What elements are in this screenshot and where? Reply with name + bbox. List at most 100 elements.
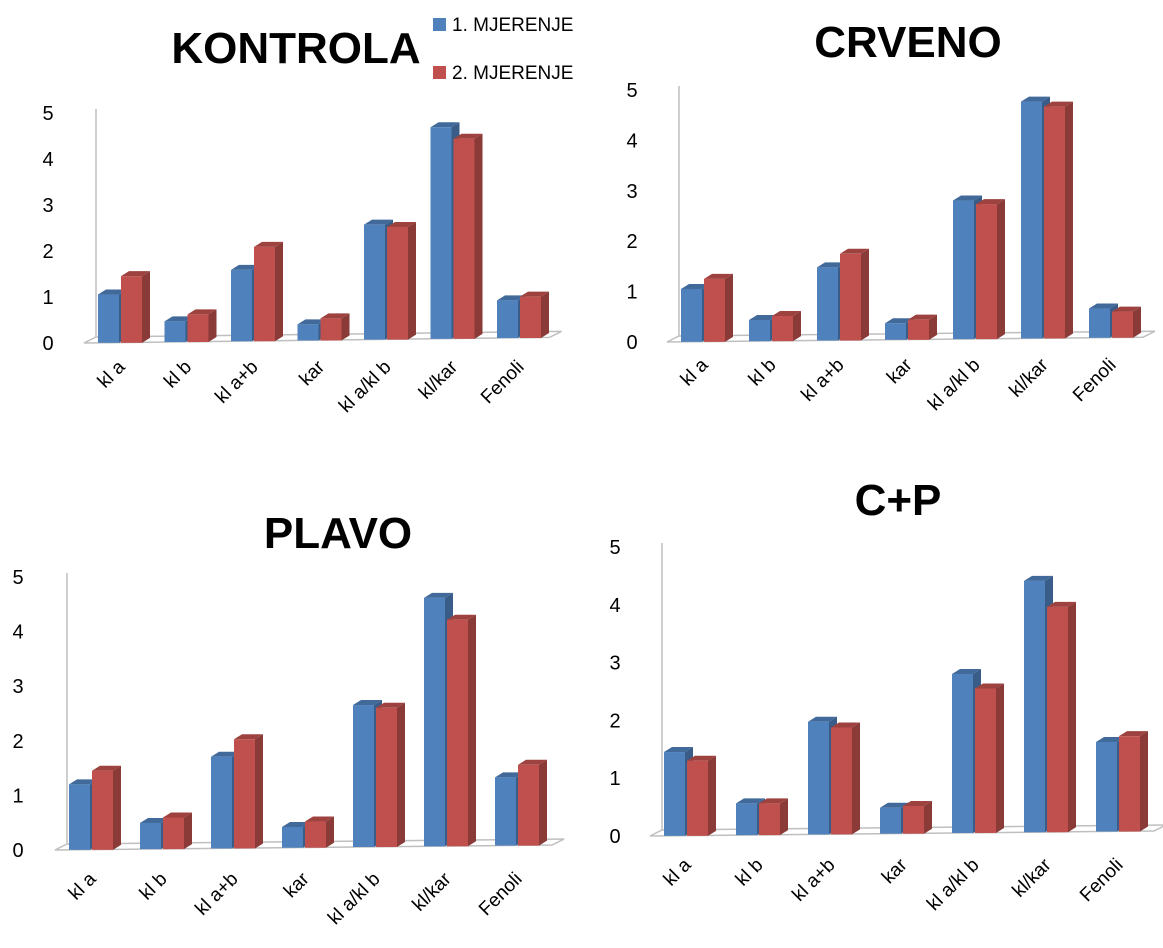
bar-front <box>840 253 861 341</box>
x-tick-label: kl b <box>732 855 768 891</box>
bar-side <box>113 765 121 850</box>
bar-top <box>749 315 778 321</box>
bar-front <box>664 752 685 836</box>
bar-front <box>953 200 974 340</box>
legend-label-series-2: 2. MJERENJE <box>452 63 573 84</box>
y-tick-label: 5 <box>42 103 53 125</box>
x-tick-label: kl b <box>136 869 172 905</box>
bar <box>453 133 483 339</box>
bar-side <box>275 241 283 342</box>
bar-front <box>234 739 255 849</box>
bar-top <box>1096 736 1125 742</box>
bar-front <box>424 597 445 847</box>
bar <box>1044 101 1073 339</box>
bar-side <box>708 755 716 836</box>
bar <box>320 313 350 341</box>
bar-top <box>808 716 837 722</box>
bar <box>234 734 263 849</box>
bar-front <box>681 288 702 342</box>
bar <box>92 765 121 850</box>
bar-top <box>297 319 327 325</box>
bar-side <box>852 722 860 835</box>
bar-front <box>817 267 838 341</box>
bar-front <box>231 269 252 342</box>
y-tick-label: 0 <box>12 840 23 862</box>
bar-side <box>468 614 476 847</box>
x-tick-label: kl a+b <box>797 355 848 406</box>
bar-side <box>1065 101 1073 339</box>
y-tick-label: 4 <box>42 149 53 171</box>
x-tick-label: kl/kar <box>1006 354 1053 401</box>
bar-side <box>397 702 405 848</box>
bar-front <box>975 688 996 833</box>
bar-side <box>326 816 334 848</box>
bar-front <box>976 204 997 340</box>
y-tick-label: 0 <box>609 826 620 848</box>
bar-front <box>164 321 186 343</box>
legend-label-series-1: 1. MJERENJE <box>452 15 573 36</box>
bar-front <box>1112 311 1133 338</box>
bar-front <box>447 619 468 847</box>
x-tick-label: kl/kar <box>1009 854 1056 901</box>
bar-front <box>187 314 209 343</box>
bar-front <box>1089 308 1110 338</box>
bar-top <box>305 816 334 822</box>
bar-front <box>305 821 326 848</box>
bar <box>908 314 937 340</box>
bar-side <box>208 309 217 343</box>
bar <box>759 798 788 836</box>
bar-front <box>520 296 541 339</box>
bar-front <box>98 294 119 343</box>
y-tick-label: 2 <box>609 710 620 732</box>
bar-side <box>996 683 1004 833</box>
bar-top <box>163 812 192 818</box>
bar-front <box>121 276 142 343</box>
x-tick-label: Fenoli <box>1069 355 1120 406</box>
bar-top <box>211 751 240 757</box>
y-tick-label: 4 <box>626 130 637 152</box>
bar-side <box>997 199 1005 340</box>
bar-front <box>211 756 232 849</box>
x-tick-label: Fenoli <box>1076 855 1127 906</box>
bar-top <box>520 291 549 297</box>
bar-front <box>808 721 829 835</box>
bar-top <box>952 669 981 675</box>
bar-top <box>364 219 393 225</box>
bar-side <box>408 221 416 340</box>
bar-side <box>1133 306 1141 338</box>
bar-front <box>282 826 303 848</box>
y-tick-label: 3 <box>12 676 23 698</box>
x-tick-label: kl a+b <box>788 855 839 906</box>
bar-top <box>121 271 150 277</box>
bar-front <box>495 777 516 846</box>
chart-kontrola: KONTROLA 0 1 2 3 4 5 kl a kl b kl a+b kar kl a/kl … <box>42 24 562 417</box>
bar-top <box>976 199 1005 205</box>
bar-side <box>861 248 869 341</box>
bar-top <box>885 318 914 324</box>
bar <box>975 683 1004 833</box>
bar-front <box>92 770 113 850</box>
chart-title: PLAVO <box>264 509 412 558</box>
chart-c-plus-p: C+P 0 1 2 3 4 5 kl a kl b kl a+b kar kl a/kl b kl/k… <box>609 476 1163 915</box>
x-tick-label: kl/kar <box>409 868 456 915</box>
bar-front <box>704 278 725 342</box>
bar-top <box>975 683 1004 689</box>
x-tick-label: kl a+b <box>191 869 242 920</box>
x-tick-label: kl a/kl b <box>324 869 384 929</box>
chart-crveno: CRVENO 0 1 2 3 4 5 kl a kl b kl a+b kar kl a/kl b k… <box>626 18 1156 415</box>
bar-front <box>1021 101 1042 339</box>
bar-top <box>92 765 121 771</box>
y-tick-label: 0 <box>626 332 637 354</box>
bar <box>520 291 549 339</box>
bar-side <box>142 271 150 343</box>
bar-top <box>254 241 283 247</box>
x-tick-label: kl a <box>660 854 696 890</box>
bar-top <box>234 734 263 740</box>
bar-top <box>164 316 194 322</box>
bar <box>1119 731 1148 832</box>
bar-top <box>1021 96 1050 102</box>
bar-top <box>1044 101 1073 107</box>
bar <box>121 271 150 343</box>
